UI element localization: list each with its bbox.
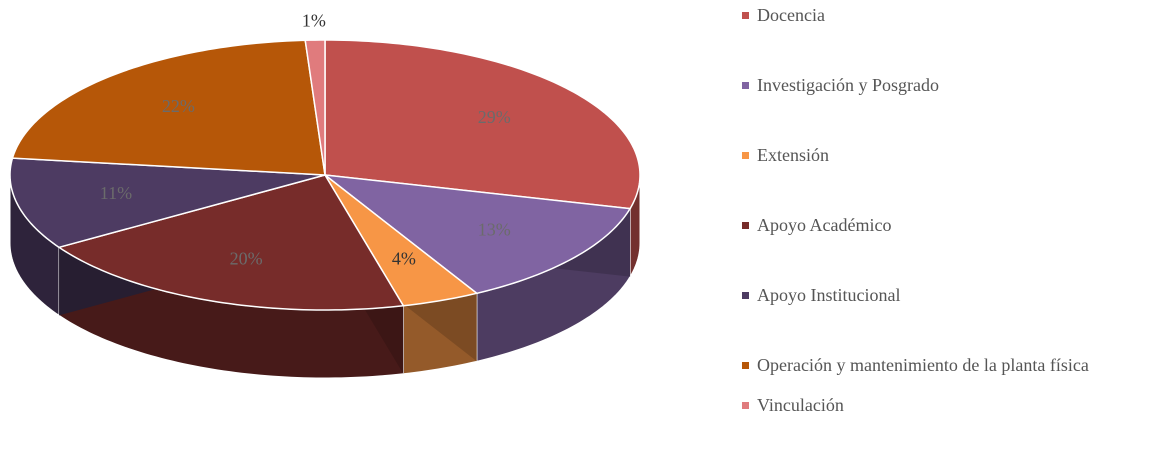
chart: 29% 13% 4% 20% 11% 22% 1% <box>9 11 641 379</box>
data-label: 4% <box>392 248 416 268</box>
legend-item: Extensión <box>742 144 1152 166</box>
data-label: 20% <box>230 248 263 268</box>
legend-label: Investigación y Posgrado <box>757 75 939 95</box>
legend-swatch <box>742 152 749 159</box>
slice <box>324 174 479 307</box>
legend: Docencia Investigación y Posgrado Extensió… <box>742 4 1152 464</box>
slice <box>304 39 326 176</box>
legend-swatch <box>742 402 749 409</box>
legend-label: Operación y mantenimiento de la planta f… <box>757 355 1089 375</box>
legend-label: Docencia <box>757 5 825 25</box>
legend-swatch <box>742 222 749 229</box>
legend-swatch <box>742 82 749 89</box>
slice <box>9 157 326 249</box>
legend-item: Vinculación <box>742 394 1152 416</box>
legend-swatch <box>742 362 749 369</box>
slice <box>324 39 641 210</box>
data-label: 13% <box>478 219 511 239</box>
legend-label: Vinculación <box>757 395 844 415</box>
legend-label: Apoyo Académico <box>757 215 892 235</box>
legend-label: Apoyo Institucional <box>757 285 901 305</box>
legend-item: Apoyo Académico <box>742 214 1152 236</box>
legend-item: Investigación y Posgrado <box>742 74 1152 96</box>
slice <box>57 174 405 311</box>
legend-item: Apoyo Institucional <box>742 284 1152 306</box>
slice <box>11 39 326 176</box>
legend-label: Extensión <box>757 145 829 165</box>
legend-item: Docencia <box>742 4 1152 26</box>
legend-swatch <box>742 292 749 299</box>
data-label: 29% <box>478 107 511 127</box>
legend-item: Operación y mantenimiento de la planta f… <box>742 354 1152 376</box>
slice <box>322 173 632 295</box>
data-label: 22% <box>162 96 195 116</box>
data-label: 11% <box>100 183 132 203</box>
page: 29% 13% 4% 20% 11% 22% 1% Docencia Investigació… <box>9 5 1089 415</box>
data-label: 1% <box>302 11 326 31</box>
legend-swatch <box>742 12 749 19</box>
